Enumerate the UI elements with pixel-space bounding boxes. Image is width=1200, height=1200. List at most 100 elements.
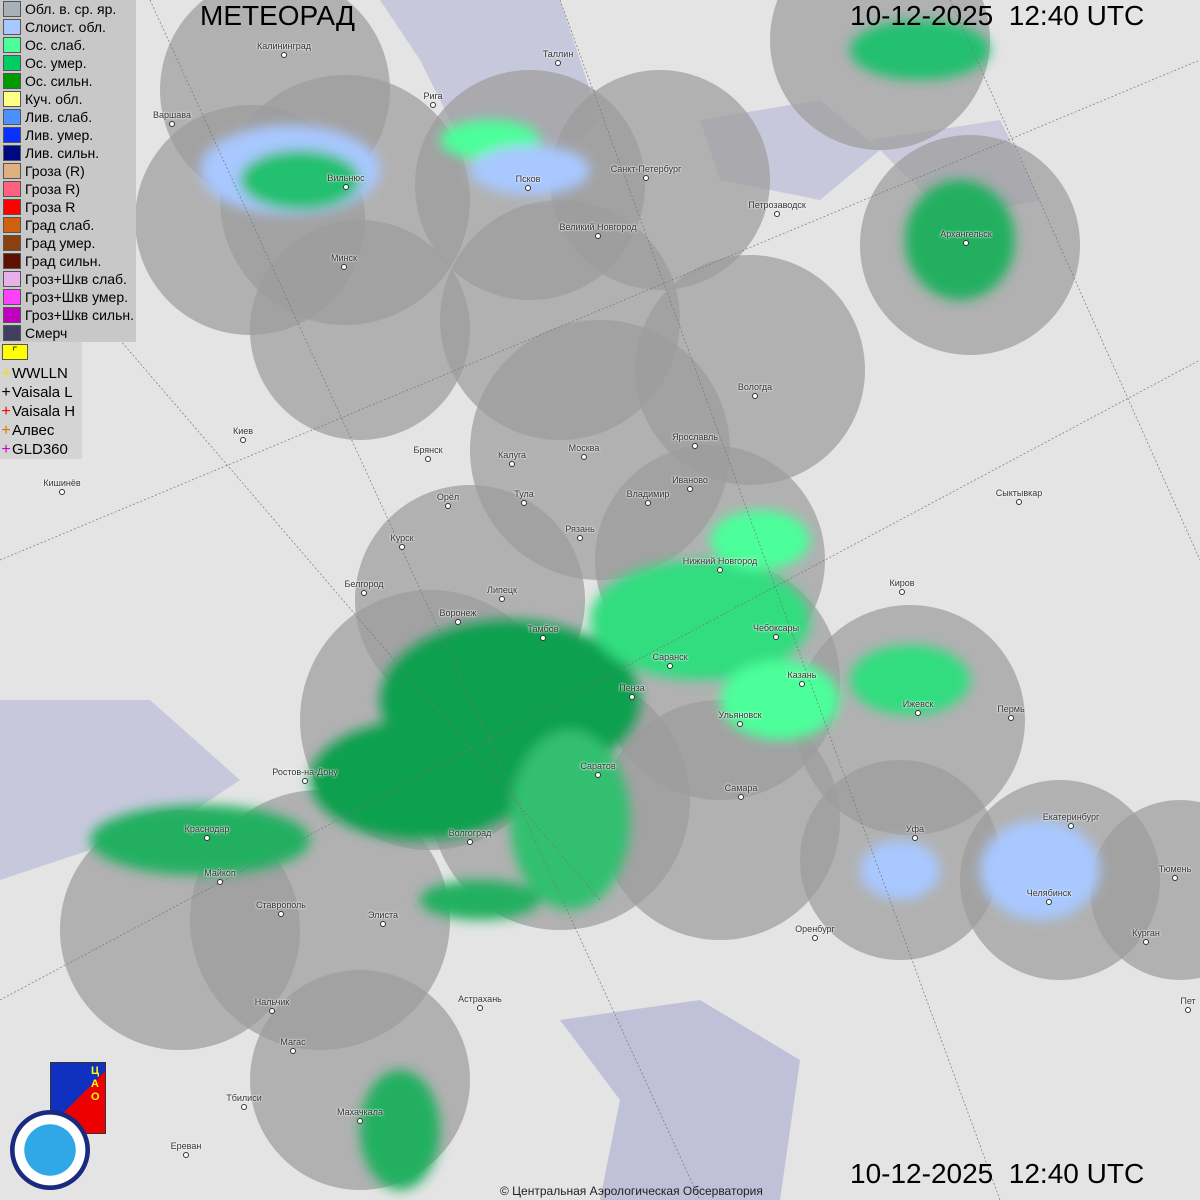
city-marker (595, 233, 601, 239)
city-marker (912, 835, 918, 841)
city-label: Кишинёв (43, 478, 81, 488)
legend-label: Град сильн. (25, 253, 102, 269)
legend-label: Гроз+Шкв сильн. (25, 307, 134, 323)
color-swatch (3, 217, 21, 233)
city-label: Рига (423, 91, 443, 101)
legend-item: Гроз+Шкв умер. (0, 288, 134, 306)
city-label: Магас (280, 1037, 306, 1047)
city-label: Москва (568, 443, 600, 453)
network-label: Алвес (12, 422, 55, 439)
city-label: Владимир (626, 489, 670, 499)
precipitation (90, 20, 1100, 1190)
legend-item: Ос. сильн. (0, 72, 134, 90)
lightning-legend: ⌜ + WWLLN + Vaisala L + Vaisala H + Алвес + GLD36… (0, 342, 82, 459)
city-label: Курган (1132, 928, 1160, 938)
city-marker (525, 185, 531, 191)
legend-item: Лив. сильн. (0, 144, 134, 162)
legend-item: Град сильн. (0, 252, 134, 270)
city-label: Иваново (672, 475, 708, 485)
city-label: Казань (787, 670, 817, 680)
city-label: Таллин (542, 49, 574, 59)
legend-label: Град слаб. (25, 217, 95, 233)
city-label: Нижний Новгород (682, 556, 758, 566)
lightning-network-item[interactable]: + GLD360 (0, 440, 80, 459)
legend-label: Гроза R) (25, 181, 81, 197)
city-marker (1008, 715, 1014, 721)
lightning-network-item[interactable]: + WWLLN (0, 364, 80, 383)
city-label: Тамбов (527, 624, 559, 634)
legend-item: Гроз+Шкв сильн. (0, 306, 134, 324)
city-label: Петрозаводск (748, 200, 806, 210)
color-swatch (3, 271, 21, 287)
city-label: Ярославль (672, 432, 718, 442)
city-marker (204, 835, 210, 841)
city-marker (963, 240, 969, 246)
color-swatch (3, 163, 21, 179)
color-swatch (3, 1, 21, 17)
network-label: GLD360 (12, 441, 68, 458)
legend-item: Лив. умер. (0, 126, 134, 144)
city-label: Пермь (997, 704, 1025, 714)
city-marker (521, 500, 527, 506)
network-label: WWLLN (12, 365, 68, 382)
lightning-network-item[interactable]: + Алвес (0, 421, 80, 440)
city-marker (595, 772, 601, 778)
color-swatch (3, 181, 21, 197)
city-marker (915, 710, 921, 716)
network-label: Vaisala H (12, 403, 76, 420)
city-marker (1185, 1007, 1191, 1013)
city-label: Ставрополь (256, 900, 306, 910)
city-label: Челябинск (1026, 888, 1072, 898)
legend-item: Град умер. (0, 234, 134, 252)
city-label: Сыктывкар (995, 488, 1043, 498)
legend-label: Ос. сильн. (25, 73, 93, 89)
color-swatch (3, 37, 21, 53)
city-marker (183, 1152, 189, 1158)
cross-icon: + (1, 403, 11, 420)
legend-item: Обл. в. ср. яр. (0, 0, 134, 18)
city-marker (59, 489, 65, 495)
city-marker (509, 461, 515, 467)
timestamp-top: 10-12-2025 12:40 UTC (850, 0, 1145, 31)
city-label: Липецк (487, 585, 517, 595)
city-marker (455, 619, 461, 625)
city-marker (1046, 899, 1052, 905)
city-label: Ижевск (902, 699, 934, 709)
city-label: Самара (724, 783, 758, 793)
cross-icon: + (1, 384, 11, 401)
lightning-network-item[interactable]: + Vaisala H (0, 402, 80, 421)
city-label: Белгород (344, 579, 384, 589)
city-label: Киев (232, 426, 254, 436)
city-marker (290, 1048, 296, 1054)
legend-label: Смерч (25, 325, 68, 341)
city-marker (445, 503, 451, 509)
legend-item: Лив. слаб. (0, 108, 134, 126)
city-marker (467, 839, 473, 845)
city-marker (341, 264, 347, 270)
city-marker (643, 175, 649, 181)
legend-label: Лив. слаб. (25, 109, 93, 125)
city-marker (812, 935, 818, 941)
city-label: Пенза (619, 683, 645, 693)
legend-label: Лив. умер. (25, 127, 94, 143)
city-marker (425, 456, 431, 462)
legend-item: Гроза R (0, 198, 134, 216)
city-marker (217, 879, 223, 885)
legend-item: Куч. обл. (0, 90, 134, 108)
city-marker (1143, 939, 1149, 945)
network-label: Vaisala L (12, 384, 73, 401)
city-marker (799, 681, 805, 687)
city-label: Воронеж (439, 608, 477, 618)
roshydromet-logo (10, 1110, 90, 1190)
legend-label: Гроз+Шкв слаб. (25, 271, 127, 287)
lightning-network-item[interactable]: + Vaisala L (0, 383, 80, 402)
city-label: Великий Новгород (559, 222, 637, 232)
city-marker (752, 393, 758, 399)
city-marker (667, 663, 673, 669)
city-marker (540, 635, 546, 641)
flag-icon[interactable]: ⌜ (2, 344, 28, 360)
city-marker (1016, 499, 1022, 505)
city-marker (241, 1104, 247, 1110)
precipitation-legend: Обл. в. ср. яр. Слоист. обл. Ос. слаб. Ос. … (0, 0, 136, 342)
